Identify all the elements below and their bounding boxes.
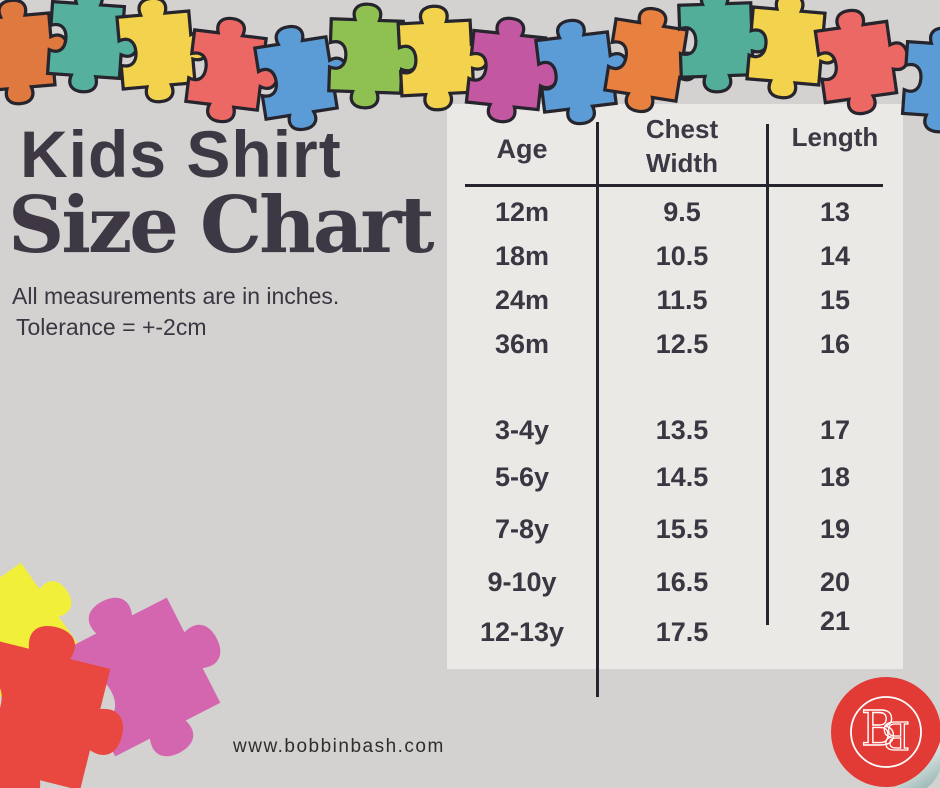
- website-text: www.bobbinbash.com: [233, 736, 445, 757]
- chest-width-cell: 17.5: [655, 617, 709, 647]
- chest-width-cell: 9.5: [663, 197, 701, 227]
- puzzle-piece: [113, 0, 214, 107]
- age-cell: 36m: [494, 329, 550, 359]
- column-divider-age-chest: [596, 122, 599, 697]
- puzzle-piece: [44, 0, 143, 97]
- chest-width-cell: 12.5: [655, 329, 709, 359]
- chest-width-cell: 10.5: [655, 241, 709, 271]
- table-row: 18m 10.5 14: [447, 236, 903, 276]
- table-row: 5-6y 14.5 18: [447, 457, 903, 497]
- age-cell: 12-13y: [479, 617, 565, 647]
- puzzle-piece: [0, 0, 74, 109]
- logo-page-curl: [896, 742, 940, 788]
- puzzle-piece: [899, 24, 940, 137]
- column-header-length: Length: [791, 122, 879, 152]
- length-cell: 15: [819, 285, 851, 315]
- size-chart-panel: [447, 104, 903, 669]
- length-cell: 16: [819, 329, 851, 359]
- age-cell: 24m: [494, 285, 550, 315]
- chest-width-cell: 16.5: [655, 567, 709, 597]
- chest-width-cell: 11.5: [656, 285, 708, 315]
- puzzle-piece: [182, 12, 286, 130]
- age-cell: 18m: [494, 241, 550, 271]
- table-row: 9-10y 16.5 20: [447, 562, 903, 602]
- logo-monogram-b1: B: [861, 701, 896, 757]
- table-row: 24m 11.5 15: [447, 280, 903, 320]
- logo-sticker: B B: [831, 677, 940, 788]
- length-cell: 19: [819, 514, 851, 544]
- age-cell: 5-6y: [494, 462, 550, 492]
- column-header-age: Age: [496, 134, 548, 164]
- measurement-note: All measurements are in inches.: [12, 283, 340, 309]
- puzzle-piece-pink: [49, 562, 256, 780]
- table-row: 12-13y 17.5 21: [447, 606, 903, 652]
- length-cell: 13: [819, 197, 851, 227]
- length-cell: 17: [819, 415, 851, 445]
- table-row: 36m 12.5 16: [447, 324, 903, 364]
- table-row: 12m 9.5 13: [447, 192, 903, 232]
- length-cell: 14: [819, 241, 851, 271]
- logo-circle: [831, 677, 940, 787]
- age-cell: 9-10y: [487, 567, 557, 597]
- chest-width-cell: 13.5: [655, 415, 709, 445]
- chest-width-cell: 14.5: [655, 462, 709, 492]
- header-underline: [465, 184, 883, 187]
- puzzle-piece-red: [0, 612, 144, 788]
- length-cell: 18: [819, 462, 851, 492]
- chest-width-cell: 15.5: [655, 514, 709, 544]
- size-table-rows: 12m 9.5 13 18m 10.5 14 24m 11.5 15 36m 12.5 16 3-4y 1…: [447, 0, 903, 788]
- age-cell: 12m: [494, 197, 550, 227]
- column-divider-chest-length: [766, 124, 769, 625]
- age-cell: 3-4y: [494, 415, 550, 445]
- age-cell: 7-8y: [494, 514, 550, 544]
- table-row: 3-4y 13.5 17: [447, 410, 903, 450]
- puzzle-piece: [326, 1, 422, 112]
- puzzle-piece-yellow: [0, 540, 108, 717]
- logo-monogram-b2: B: [882, 713, 910, 757]
- length-cell: 21: [819, 606, 851, 636]
- table-row: 7-8y 15.5 19: [447, 509, 903, 549]
- tolerance-note: Tolerance = +-2cm: [16, 314, 207, 340]
- length-cell: 20: [819, 567, 851, 597]
- page-subtitle-display: Size Chart: [8, 180, 435, 271]
- logo-ring: [850, 696, 922, 768]
